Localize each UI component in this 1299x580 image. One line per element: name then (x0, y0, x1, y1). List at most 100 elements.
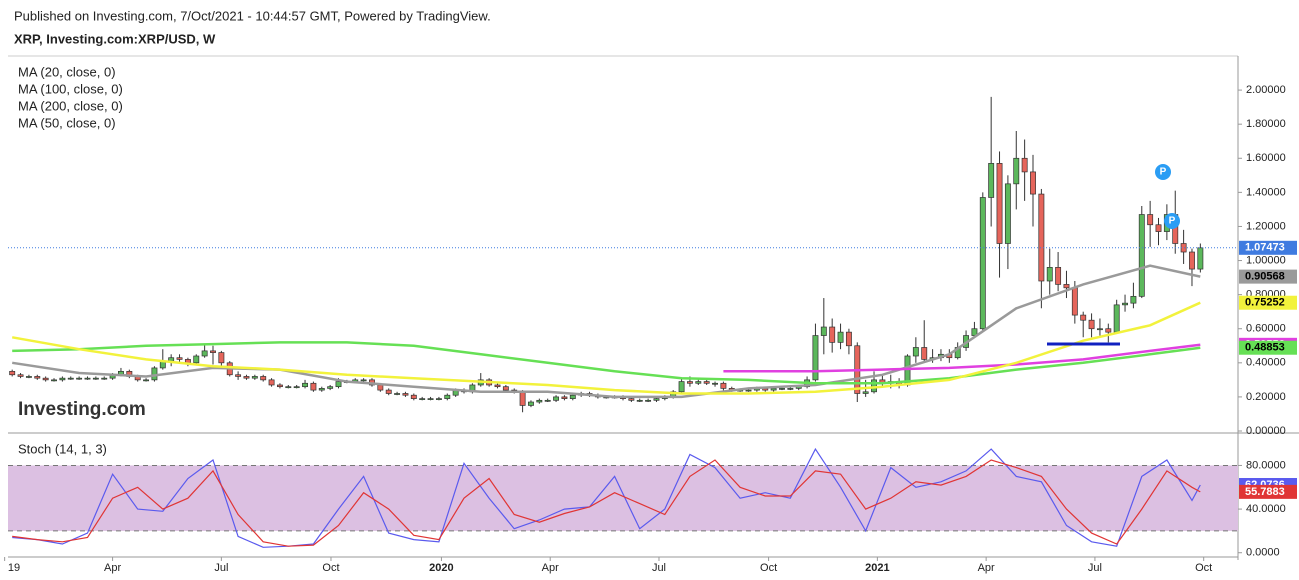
value-box-label: 1.07473 (1245, 242, 1285, 254)
x-tick-label: Apr (978, 562, 995, 574)
candle-body (502, 386, 509, 391)
candle-body (494, 384, 501, 388)
candle-body (410, 394, 417, 399)
candle-body (569, 394, 576, 399)
stoch-lines (12, 447, 1201, 548)
y-tick-label: 40.0000 (1246, 503, 1286, 515)
candle-body (1130, 295, 1137, 304)
stoch-band (8, 464, 1238, 532)
candle-body (402, 393, 409, 396)
candle-body (1055, 267, 1062, 285)
header: Published on Investing.com, 7/Oct/2021 -… (14, 8, 491, 23)
candle-body (628, 398, 635, 401)
value-box-label: 55.7883 (1245, 486, 1285, 498)
legend-entry: MA (100, close, 0) (18, 81, 123, 96)
candle-body (76, 377, 83, 380)
candle-body (1122, 302, 1128, 306)
candle-body (293, 386, 300, 389)
candle-body (143, 379, 150, 382)
marker-circle (1155, 164, 1171, 180)
y-tick-label: 1.20000 (1246, 220, 1286, 232)
candle-body (268, 379, 275, 386)
candle-body (419, 398, 426, 400)
stoch-value-boxes: 62.073655.7883 (1239, 478, 1297, 499)
value-box (1239, 340, 1297, 355)
value-box-label: 0.48853 (1245, 342, 1285, 354)
candle-body (92, 377, 99, 380)
x-tick-label: Oct (760, 562, 777, 574)
value-box-label: 0.75252 (1245, 297, 1285, 309)
value-box (1239, 295, 1297, 310)
x-tick-label: 2021 (865, 562, 889, 574)
candle-body (427, 398, 434, 400)
candle-body (1105, 328, 1112, 333)
y-tick-label: 1.80000 (1246, 118, 1286, 130)
band-fill (8, 465, 1238, 531)
candles (9, 96, 1204, 413)
x-tick-label: Jul (214, 562, 228, 574)
candle-body (1138, 214, 1145, 297)
candle-body (444, 394, 451, 399)
x-tick-label: Apr (104, 562, 121, 574)
candle-body (653, 398, 660, 401)
candle-body (360, 379, 367, 382)
candle-body (528, 401, 534, 406)
candle-body (17, 374, 24, 377)
candle-body (1021, 157, 1028, 173)
candle-body (1038, 193, 1045, 282)
candle-body (720, 382, 727, 389)
candle-body (9, 370, 16, 376)
stoch-title: Stoch (14, 1, 3) (18, 441, 107, 456)
value-box (1239, 484, 1297, 499)
candle-body (193, 355, 200, 364)
candle-body (1080, 314, 1087, 321)
x-tick-label: Oct (1195, 562, 1212, 574)
pattern-marker: P (1155, 164, 1171, 180)
chart-title: XRP, Investing.com:XRP/USD, W (14, 31, 216, 46)
y-tick-label: 0.20000 (1246, 391, 1286, 403)
moving-averages (11, 264, 1201, 399)
stoch-line (12, 459, 1201, 547)
candle-body (1147, 214, 1154, 226)
candle-body (327, 386, 334, 389)
candle-body (979, 197, 986, 330)
legend-entry: MA (200, close, 0) (18, 98, 123, 113)
candle-body (1013, 157, 1020, 185)
candle-body (820, 326, 827, 336)
candle-body (260, 376, 267, 381)
ma-line (12, 264, 1201, 399)
candle-body (561, 396, 568, 399)
y-tick-label: 80.0000 (1246, 459, 1286, 471)
x-tick-label: 2020 (429, 562, 453, 574)
candle-body (636, 399, 643, 402)
candle-body (770, 388, 777, 391)
candle-body (1004, 183, 1011, 244)
y-tick-label: 0.60000 (1246, 323, 1286, 335)
candle-body (837, 331, 844, 343)
candle-body (394, 393, 401, 395)
candle-body (745, 389, 752, 392)
candle-body (435, 398, 442, 400)
candle-body (544, 399, 551, 402)
candle-body (51, 379, 57, 382)
candle-body (243, 376, 250, 379)
y-tick-label: 1.40000 (1246, 186, 1286, 198)
y-tick-label: 1.00000 (1246, 254, 1286, 266)
x-tick-label: 19 (8, 562, 20, 574)
y-tick-label: 0.0000 (1246, 547, 1280, 559)
candle-body (302, 382, 308, 388)
candle-body (1197, 247, 1204, 270)
candle-body (235, 374, 242, 377)
ma-line (11, 301, 1201, 395)
candle-body (1063, 284, 1070, 289)
candle-body (201, 350, 208, 357)
y-tick-label: 0.40000 (1246, 357, 1286, 369)
candle-body (335, 381, 342, 388)
marker-label: P (1169, 216, 1176, 227)
candle-body (25, 376, 32, 378)
candle-body (1046, 267, 1053, 282)
candle-body (988, 163, 995, 198)
candle-body (812, 335, 819, 381)
